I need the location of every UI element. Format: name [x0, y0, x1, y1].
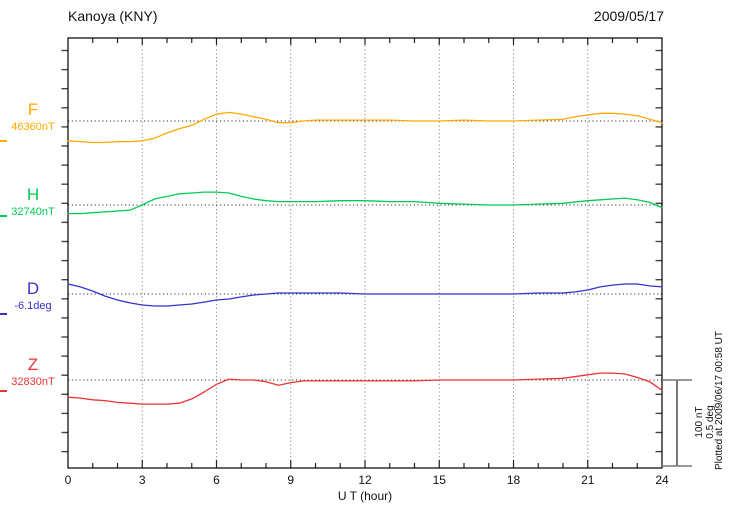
x-tick-label: 15: [433, 473, 447, 487]
trace-start-dash-Z: [0, 390, 7, 392]
x-tick-label: 18: [507, 473, 521, 487]
x-axis-title: U T (hour): [337, 489, 393, 503]
series-baseline-H: 32740nT: [11, 206, 55, 218]
series-label-D: D -6.1deg: [3, 280, 63, 312]
station-title: Kanoya (KNY): [68, 8, 158, 24]
series-letter-H: H: [26, 185, 40, 204]
series-baseline-Z: 32830nT: [11, 376, 55, 388]
x-tick-label: 9: [287, 473, 294, 487]
x-tick-label: 21: [581, 473, 595, 487]
trace-start-dash-H: [0, 215, 7, 217]
x-tick-label: 0: [65, 473, 72, 487]
series-baseline-F: 46360nT: [11, 121, 55, 133]
series-baseline-D: -6.1deg: [14, 300, 52, 312]
trace-H: [67, 191, 663, 215]
trace-F: [67, 111, 663, 144]
x-tick-label: 3: [139, 473, 146, 487]
series-letter-D: D: [26, 279, 40, 298]
trace-start-dash-D: [0, 313, 7, 315]
plot-frame: [67, 37, 663, 469]
scalebar-labels: 100 nT 0.5 deg: [694, 397, 716, 447]
trace-D: [67, 283, 663, 307]
trace-start-dash-F: [0, 140, 7, 142]
x-tick-label: 6: [213, 473, 220, 487]
trace-Z: [67, 372, 663, 405]
series-label-H: H 32740nT: [3, 186, 63, 218]
series-label-F: F 46360nT: [3, 101, 63, 133]
scalebar-label-nt: 100 nT: [694, 406, 705, 438]
x-tick-label: 12: [358, 473, 372, 487]
plotted-at-note: Plotted at 2009/06/17 00:58 UT: [714, 331, 725, 470]
x-tick-label: 24: [655, 473, 669, 487]
series-letter-F: F: [27, 100, 39, 119]
series-label-Z: Z 32830nT: [3, 356, 63, 388]
series-letter-Z: Z: [27, 355, 39, 374]
date-label: 2009/05/17: [593, 8, 664, 24]
